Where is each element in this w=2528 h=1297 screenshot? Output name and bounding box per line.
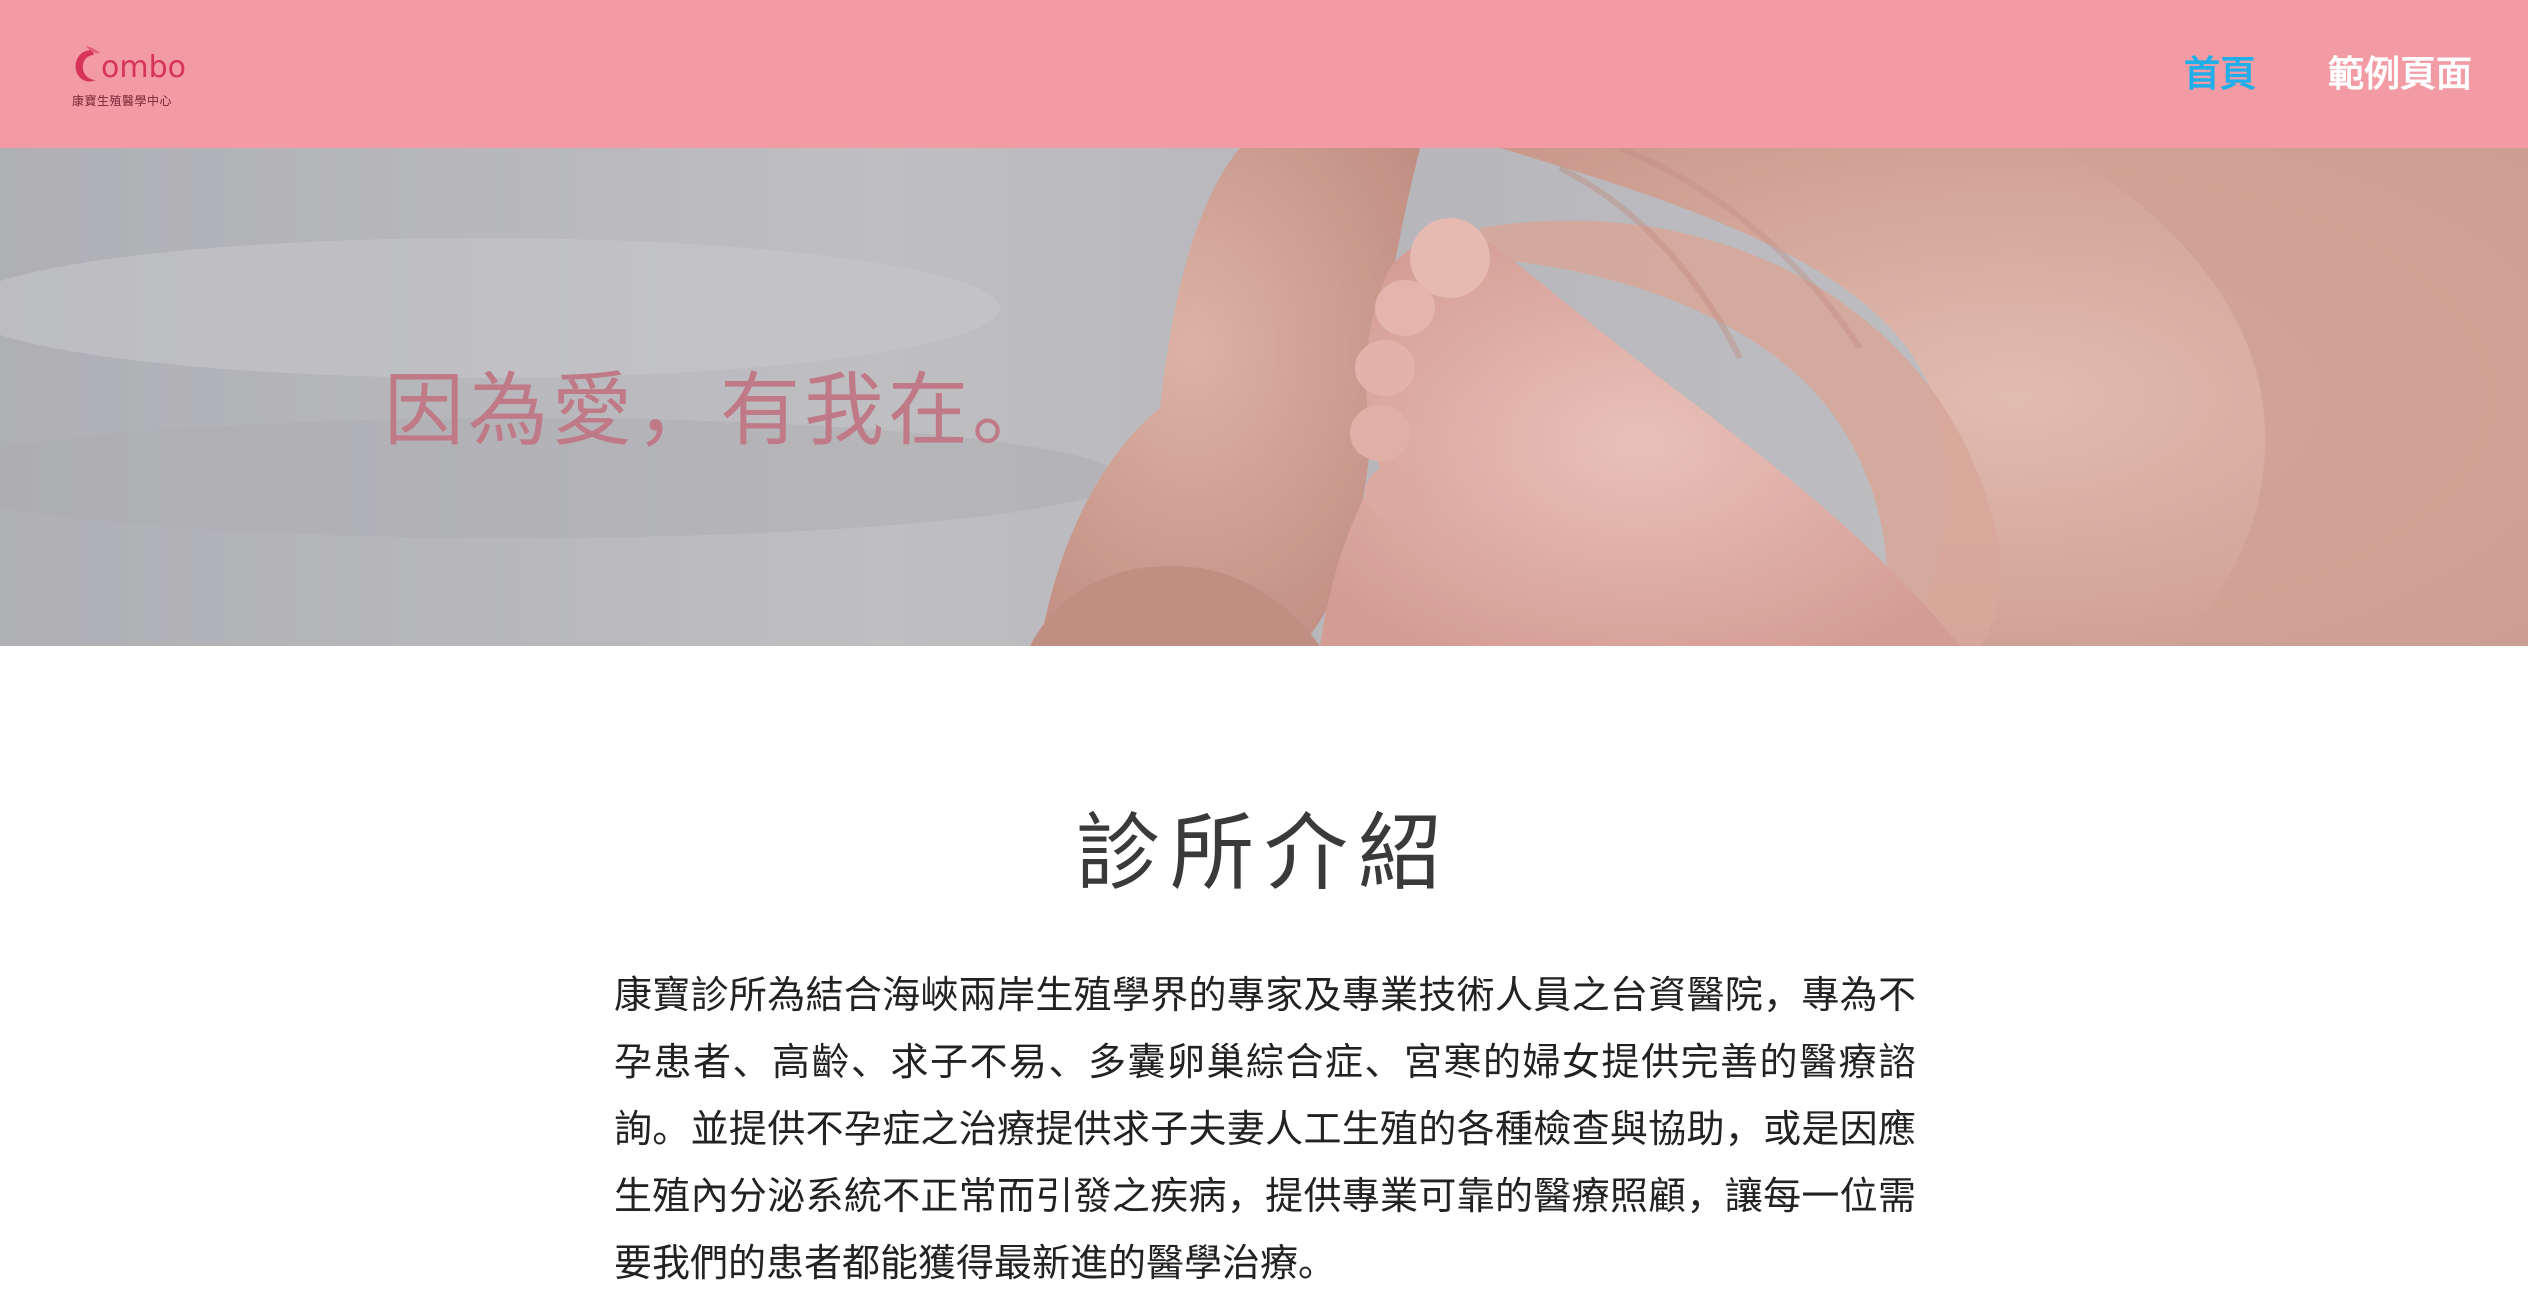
- clinic-intro-text: 康寶診所為結合海峽兩岸生殖學界的專家及專業技術人員之台資醫院，專為不孕患者、高齡…: [614, 973, 1916, 1285]
- logo-mark-icon: ombo: [75, 46, 186, 85]
- hero-banner: 因為愛，有我在。: [0, 148, 2528, 646]
- baby-foot-photo: [0, 148, 2528, 646]
- section-title: 診所介紹: [1075, 804, 1452, 902]
- nav-item-sample-page[interactable]: 範例頁面: [2327, 54, 2472, 95]
- logo-wordmark: ombo: [101, 50, 186, 85]
- hero-tagline: 因為愛，有我在。: [384, 364, 1056, 457]
- site-header: ombo 康寶生殖醫學中心 首頁 範例頁面: [0, 0, 2528, 148]
- logo-subtitle: 康寶生殖醫學中心: [72, 94, 173, 108]
- nav-item-home[interactable]: 首頁: [2183, 54, 2256, 95]
- main-nav: 首頁 範例頁面: [2184, 46, 2472, 96]
- site-logo[interactable]: ombo 康寶生殖醫學中心: [70, 44, 190, 110]
